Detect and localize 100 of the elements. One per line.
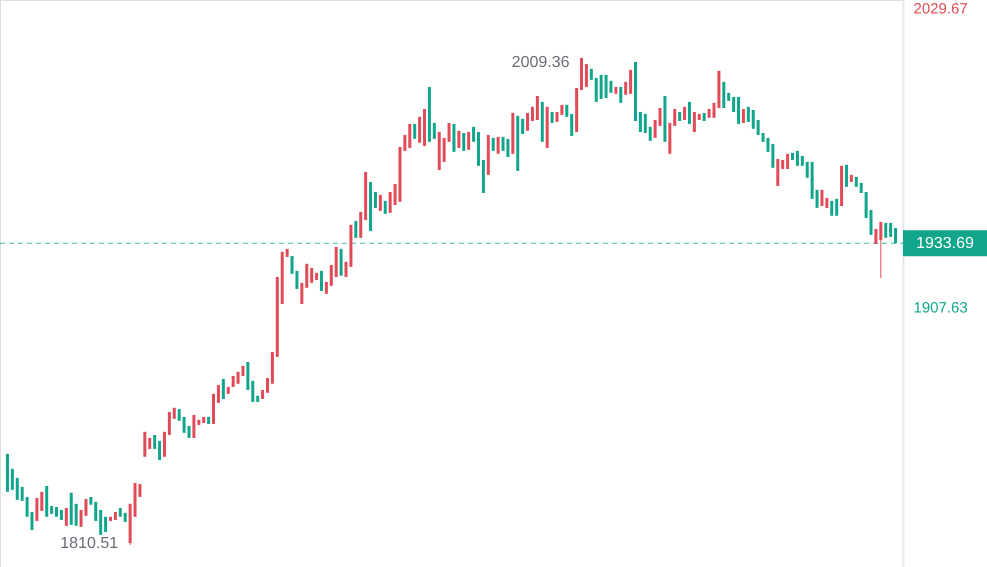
candlestick bbox=[295, 270, 298, 290]
candlestick bbox=[182, 416, 186, 433]
candlestick bbox=[737, 96, 740, 124]
candlestick bbox=[10, 468, 14, 490]
candlestick bbox=[290, 256, 294, 274]
candlestick bbox=[84, 498, 88, 516]
candlestick bbox=[340, 248, 343, 276]
candlestick bbox=[771, 144, 774, 168]
candlestick bbox=[874, 229, 878, 244]
candlestick bbox=[634, 62, 637, 121]
candlestick bbox=[698, 114, 701, 120]
candlestick bbox=[403, 134, 406, 151]
candlestick bbox=[870, 210, 873, 235]
candlestick bbox=[384, 200, 387, 214]
candlestick bbox=[692, 112, 696, 132]
candlestick bbox=[889, 222, 892, 237]
candlestick bbox=[884, 222, 888, 238]
candlestick bbox=[6, 454, 9, 492]
candlestick bbox=[678, 112, 682, 121]
candlestick bbox=[506, 138, 510, 157]
candlestick bbox=[35, 498, 38, 521]
candlestick bbox=[80, 510, 83, 527]
candlestick bbox=[153, 434, 156, 449]
candlestick bbox=[550, 112, 554, 123]
candlestick bbox=[584, 64, 588, 87]
candlestick bbox=[619, 86, 622, 103]
candlestick bbox=[364, 172, 368, 220]
candlestick bbox=[575, 88, 578, 132]
candlestick bbox=[604, 74, 608, 98]
candlestick bbox=[45, 486, 48, 517]
candlestick bbox=[580, 58, 584, 90]
candlestick bbox=[448, 122, 451, 142]
candlestick bbox=[438, 132, 441, 170]
candlestick bbox=[226, 386, 230, 394]
candlestick bbox=[609, 80, 612, 93]
candlestick bbox=[555, 112, 558, 122]
candlestick bbox=[423, 108, 426, 146]
candlestick bbox=[172, 408, 176, 419]
candlestick bbox=[791, 152, 794, 160]
candlestick bbox=[246, 362, 250, 390]
candlestick bbox=[388, 192, 392, 213]
candlestick bbox=[212, 394, 216, 424]
y-tick-label: 2029.67 bbox=[914, 0, 968, 18]
candlestick bbox=[796, 150, 799, 166]
candlestick bbox=[816, 190, 819, 208]
candlestick bbox=[178, 409, 181, 421]
candlestick bbox=[820, 190, 824, 206]
candlestick bbox=[349, 224, 352, 267]
candlestick bbox=[762, 132, 765, 142]
annotation: 1810.51 bbox=[60, 534, 118, 552]
candlestick bbox=[516, 116, 520, 171]
candlestick bbox=[708, 108, 711, 118]
candlestick bbox=[168, 412, 171, 435]
candlestick bbox=[398, 146, 402, 202]
candlestick bbox=[654, 120, 657, 138]
candlestick bbox=[526, 112, 530, 131]
candlestick bbox=[30, 512, 34, 530]
candlestick bbox=[114, 512, 117, 520]
candlestick bbox=[521, 118, 524, 134]
candlestick bbox=[216, 385, 220, 403]
candlestick bbox=[482, 160, 485, 193]
candlestick bbox=[300, 282, 304, 304]
candlestick bbox=[492, 138, 495, 151]
candlestick bbox=[658, 108, 662, 126]
candlestick bbox=[134, 482, 137, 517]
candlestick bbox=[50, 506, 54, 514]
candlestick bbox=[879, 221, 882, 278]
candlestick bbox=[840, 166, 844, 206]
candlestick bbox=[374, 192, 377, 208]
ref-line-label: 1933.69 bbox=[916, 235, 974, 252]
candlestick bbox=[850, 174, 853, 182]
y-tick-label: 1907.63 bbox=[914, 300, 968, 317]
candlestick bbox=[766, 138, 770, 152]
candlestick bbox=[668, 122, 672, 154]
candlestick bbox=[138, 484, 142, 497]
candlestick bbox=[629, 70, 632, 94]
candlestick bbox=[344, 262, 348, 278]
candlestick bbox=[207, 416, 210, 424]
candlestick bbox=[428, 86, 431, 142]
candlestick bbox=[732, 96, 736, 112]
candlestick bbox=[786, 154, 790, 169]
candlestick bbox=[864, 192, 868, 218]
candlestick bbox=[413, 124, 416, 139]
candlestick bbox=[324, 282, 328, 294]
candlestick bbox=[418, 116, 422, 143]
candlestick bbox=[315, 272, 318, 280]
candlestick bbox=[394, 184, 397, 205]
candlestick bbox=[55, 506, 58, 517]
candlestick bbox=[638, 112, 642, 132]
candlestick bbox=[232, 376, 235, 387]
candlestick bbox=[40, 492, 44, 511]
candlestick bbox=[187, 426, 190, 438]
candlestick bbox=[712, 102, 716, 118]
candlestick bbox=[192, 414, 196, 438]
candlestick bbox=[600, 74, 603, 99]
candlestick bbox=[442, 138, 446, 162]
candlestick bbox=[673, 108, 676, 126]
candlestick bbox=[702, 112, 706, 121]
candlestick bbox=[408, 124, 412, 148]
candlestick bbox=[746, 106, 750, 122]
